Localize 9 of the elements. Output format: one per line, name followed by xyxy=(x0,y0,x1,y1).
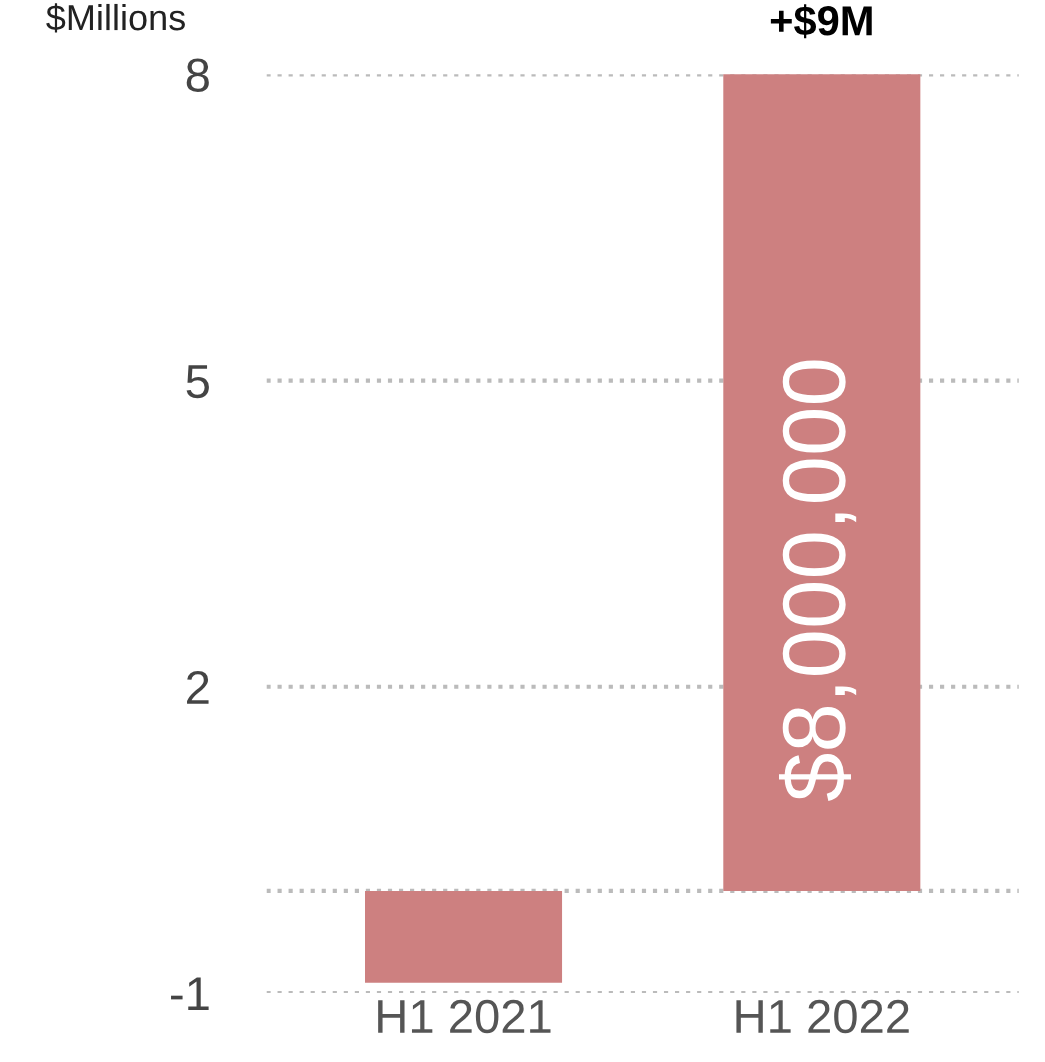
y-tick-label: 5 xyxy=(186,365,209,399)
y-axis-title: $Millions xyxy=(46,3,185,33)
x-tick-label: H1 2022 xyxy=(736,999,909,1034)
y-tick-label: 2 xyxy=(187,670,209,704)
annotation: $8,000,000 xyxy=(779,360,857,802)
x-tick-label: H1 2021 xyxy=(378,999,551,1034)
annotation: +$9M xyxy=(770,4,872,39)
y-tick-label: -1 xyxy=(171,977,209,1011)
y-tick-label: 8 xyxy=(186,58,209,92)
